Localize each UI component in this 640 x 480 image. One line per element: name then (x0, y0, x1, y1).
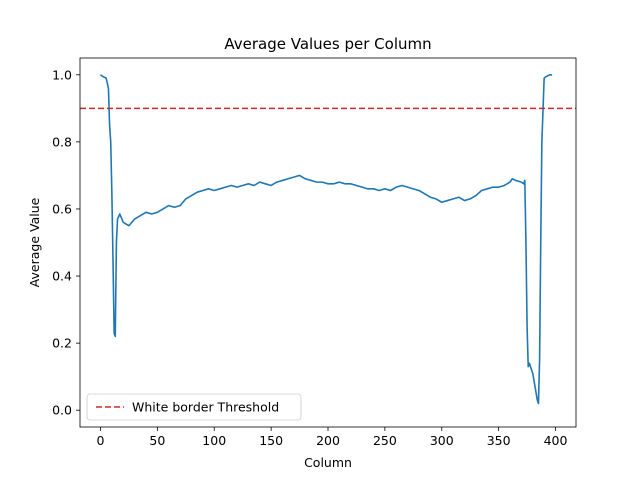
y-tick-label: 0.2 (52, 336, 72, 351)
legend-box (86, 393, 302, 421)
y-tick-label: 0.8 (52, 134, 72, 149)
y-tick-label: 0.4 (52, 269, 72, 284)
axes: 0 50 100 150 200 250 300 350 400 0.0 0.2 0.4 0.6 0.8 1… (52, 57, 577, 448)
y-tick-label: 0.0 (52, 403, 72, 418)
x-tick-label: 300 (430, 433, 454, 448)
y-tick-label: 0.6 (52, 201, 72, 216)
x-tick-label: 100 (202, 433, 226, 448)
x-tick-label: 0 (97, 433, 105, 448)
series-line-0 (100, 73, 553, 405)
x-axis-label: Column (304, 455, 352, 470)
plot-frame (79, 57, 577, 428)
chart-title: Average Values per Column (224, 35, 431, 53)
legend: White border Threshold (86, 393, 302, 421)
y-axis-label: Average Value (27, 197, 42, 287)
y-tick-label: 1.0 (52, 67, 72, 82)
x-tick-label: 150 (259, 433, 283, 448)
x-tick-label: 50 (149, 433, 165, 448)
x-tick-label: 250 (373, 433, 397, 448)
legend-label-threshold: White border Threshold (132, 400, 279, 415)
plot-area (80, 73, 576, 405)
x-tick-label: 350 (487, 433, 511, 448)
x-tick-label: 200 (316, 433, 340, 448)
x-tick-label: 400 (544, 433, 568, 448)
